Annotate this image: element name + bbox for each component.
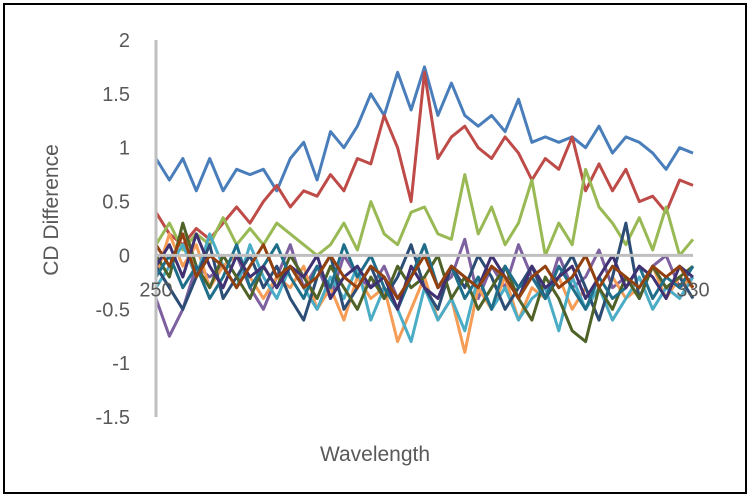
y-axis-title: CD Difference: [40, 144, 63, 276]
series-line-1: [154, 65, 694, 193]
x-axis-title: Wavelength: [320, 443, 430, 466]
chart-frame: [3, 3, 747, 494]
y-tick-labels: 2 1.5 1 0.5 0 -0.5 -1 -1.5: [96, 30, 130, 429]
x-tick-labels: 250 330: [139, 279, 709, 301]
series-line-10: [154, 232, 694, 311]
y-tick-label: -1: [112, 353, 130, 375]
y-tick-label: -1.5: [96, 407, 130, 429]
y-tick-label: -0.5: [96, 299, 130, 321]
x-tick-label: 330: [676, 279, 709, 301]
y-tick-label: 0.5: [102, 192, 130, 214]
x-tick-label: 250: [139, 279, 172, 301]
series-line-2: [154, 70, 694, 247]
series-line-3: [154, 167, 695, 257]
y-tick-label: 1: [119, 138, 130, 160]
series-layer: [154, 65, 695, 354]
y-tick-label: 1.5: [102, 84, 130, 106]
y-tick-label: 2: [119, 30, 130, 52]
series-line-8: [154, 221, 694, 344]
y-tick-label: 0: [119, 245, 130, 267]
